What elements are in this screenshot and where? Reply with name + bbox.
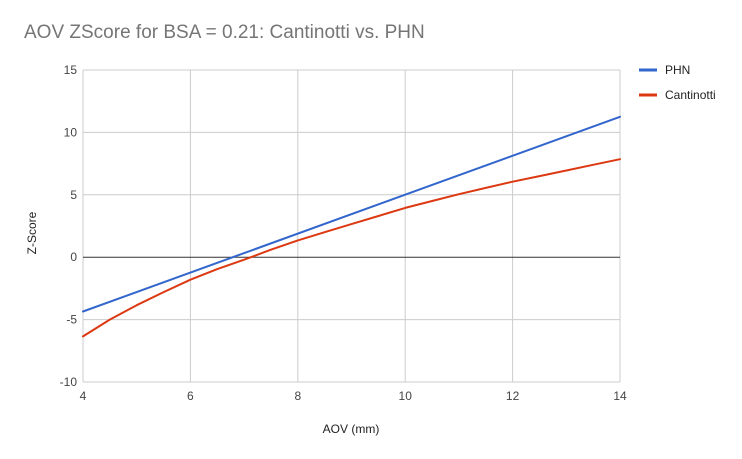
series-line-cantinotti: [82, 158, 621, 338]
y-tick-label: -5: [66, 313, 77, 327]
y-tick-label: -10: [60, 375, 78, 389]
grid: [82, 69, 621, 383]
y-tick-label: 10: [64, 125, 78, 139]
x-axis-title: AOV (mm): [323, 422, 380, 436]
series-layer: [82, 115, 621, 338]
y-tick-label: 0: [70, 250, 77, 264]
series-line-phn: [82, 115, 621, 313]
y-tick-label: 5: [70, 188, 77, 202]
x-tick-label: 4: [80, 389, 87, 403]
chart-title: AOV ZScore for BSA = 0.21: Cantinotti vs…: [24, 22, 425, 43]
x-tick-label: 8: [294, 389, 301, 403]
y-tick-label: 15: [64, 63, 78, 77]
tick-labels: 4 6 8 10 12 14 -10 -5 0 5 10 15: [60, 63, 627, 403]
x-tick-label: 12: [506, 389, 520, 403]
legend-label-phn: PHN: [665, 63, 690, 77]
legend-label-cantinotti: Cantinotti: [665, 88, 716, 102]
legend: PHN Cantinotti: [639, 63, 716, 102]
x-tick-label: 10: [399, 389, 413, 403]
x-tick-label: 6: [187, 389, 194, 403]
x-tick-label: 14: [613, 389, 627, 403]
y-axis-title: Z-Score: [25, 211, 39, 254]
